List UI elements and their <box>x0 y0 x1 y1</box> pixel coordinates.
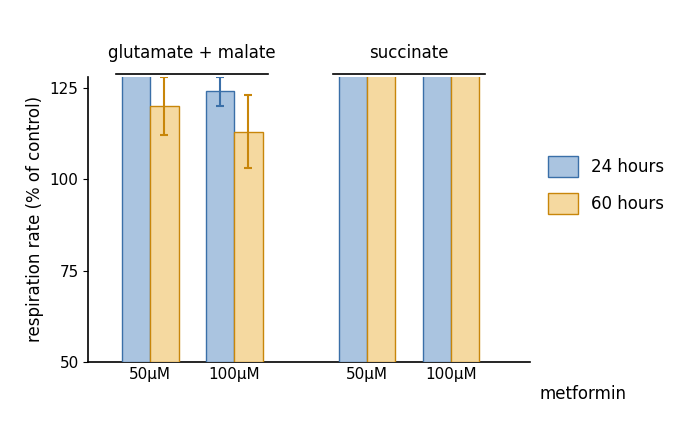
Bar <box>367 29 395 362</box>
Text: succinate: succinate <box>369 44 449 62</box>
Legend: 24 hours, 60 hours: 24 hours, 60 hours <box>547 156 664 214</box>
Bar <box>422 0 451 362</box>
Text: metformin: metformin <box>539 385 626 403</box>
Bar <box>451 0 479 362</box>
Y-axis label: respiration rate (% of control): respiration rate (% of control) <box>27 96 44 343</box>
Bar <box>206 91 234 362</box>
Bar <box>150 106 179 362</box>
Bar <box>234 132 262 362</box>
Bar <box>122 44 150 362</box>
Text: glutamate + malate: glutamate + malate <box>108 44 276 62</box>
Bar <box>339 0 367 362</box>
